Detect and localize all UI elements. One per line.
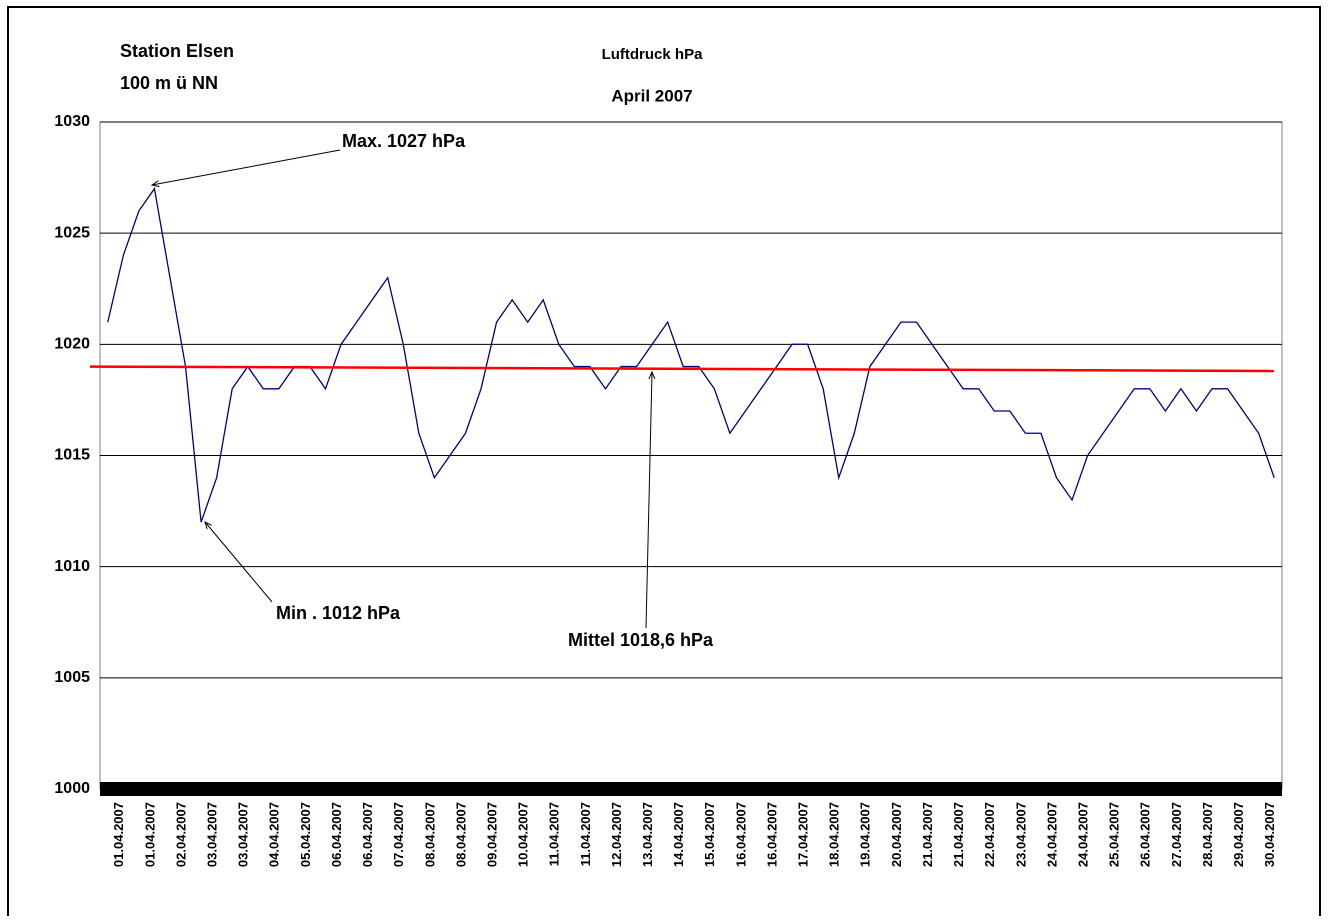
x-axis-band [100,782,1282,796]
x-tick-label: 13.04.2007 [640,802,655,867]
x-tick-label: 21.04.2007 [920,802,935,867]
frame [7,6,1321,916]
y-tick-label: 1015 [54,447,90,464]
x-tick-label: 29.04.2007 [1231,802,1246,867]
x-tick-label: 12.04.2007 [609,802,624,867]
x-tick-label: 24.04.2007 [1075,802,1090,867]
x-tick-label: 17.04.2007 [796,802,811,867]
x-tick-label: 10.04.2007 [516,802,531,867]
x-tick-label: 04.04.2007 [267,802,282,867]
x-tick-label: 19.04.2007 [858,802,873,867]
annotation-arrow [152,149,341,185]
annotation: Mittel 1018,6 hPa [568,630,714,650]
mean-line [89,365,1275,373]
chart-title: Luftdruck hPa [602,46,703,63]
x-tick-label: 14.04.2007 [671,802,686,867]
x-tick-label: 28.04.2007 [1200,802,1215,867]
x-tick-label: 02.04.2007 [173,802,188,867]
station-height: 100 m ü NN [120,73,218,93]
x-tick-label: 03.04.2007 [205,802,220,867]
x-tick-label: 09.04.2007 [484,802,499,867]
x-tick-label: 11.04.2007 [547,802,562,866]
x-tick-label: 21.04.2007 [951,802,966,867]
y-tick-label: 1005 [54,669,90,686]
x-tick-label: 06.04.2007 [329,802,344,867]
x-tick-label: 03.04.2007 [236,802,251,867]
x-tick-label: 01.04.2007 [142,802,157,867]
station-name: Station Elsen [120,41,234,61]
y-tick-label: 1030 [54,113,90,130]
annotation-arrow [205,522,273,603]
x-tick-label: 15.04.2007 [702,802,717,867]
x-tick-label: 05.04.2007 [298,802,313,867]
x-tick-label: 08.04.2007 [422,802,437,867]
x-tick-label: 11.04.2007 [578,802,593,866]
x-tick-label: 25.04.2007 [1107,802,1122,867]
annotation: Max. 1027 hPa [342,131,466,151]
x-tick-label: 06.04.2007 [360,802,375,867]
x-tick-label: 27.04.2007 [1169,802,1184,867]
x-tick-label: 24.04.2007 [1044,802,1059,867]
y-tick-label: 1000 [54,780,90,797]
annotation: Min . 1012 hPa [276,603,401,623]
y-tick-label: 1010 [54,558,90,575]
x-tick-label: 01.04.2007 [111,802,126,867]
x-tick-label: 08.04.2007 [453,802,468,867]
x-tick-label: 22.04.2007 [982,802,997,867]
x-tick-label: 18.04.2007 [827,802,842,867]
annotation-arrow [645,372,652,629]
x-tick-label: 07.04.2007 [391,802,406,867]
x-tick-label: 16.04.2007 [764,802,779,867]
y-tick-label: 1020 [54,336,90,353]
x-tick-label: 30.04.2007 [1262,802,1277,867]
x-tick-label: 26.04.2007 [1138,802,1153,867]
x-tick-label: 20.04.2007 [889,802,904,867]
y-tick-label: 1025 [54,224,90,241]
chart-subtitle: April 2007 [611,86,692,105]
x-tick-label: 16.04.2007 [733,802,748,867]
x-tick-label: 23.04.2007 [1013,802,1028,867]
